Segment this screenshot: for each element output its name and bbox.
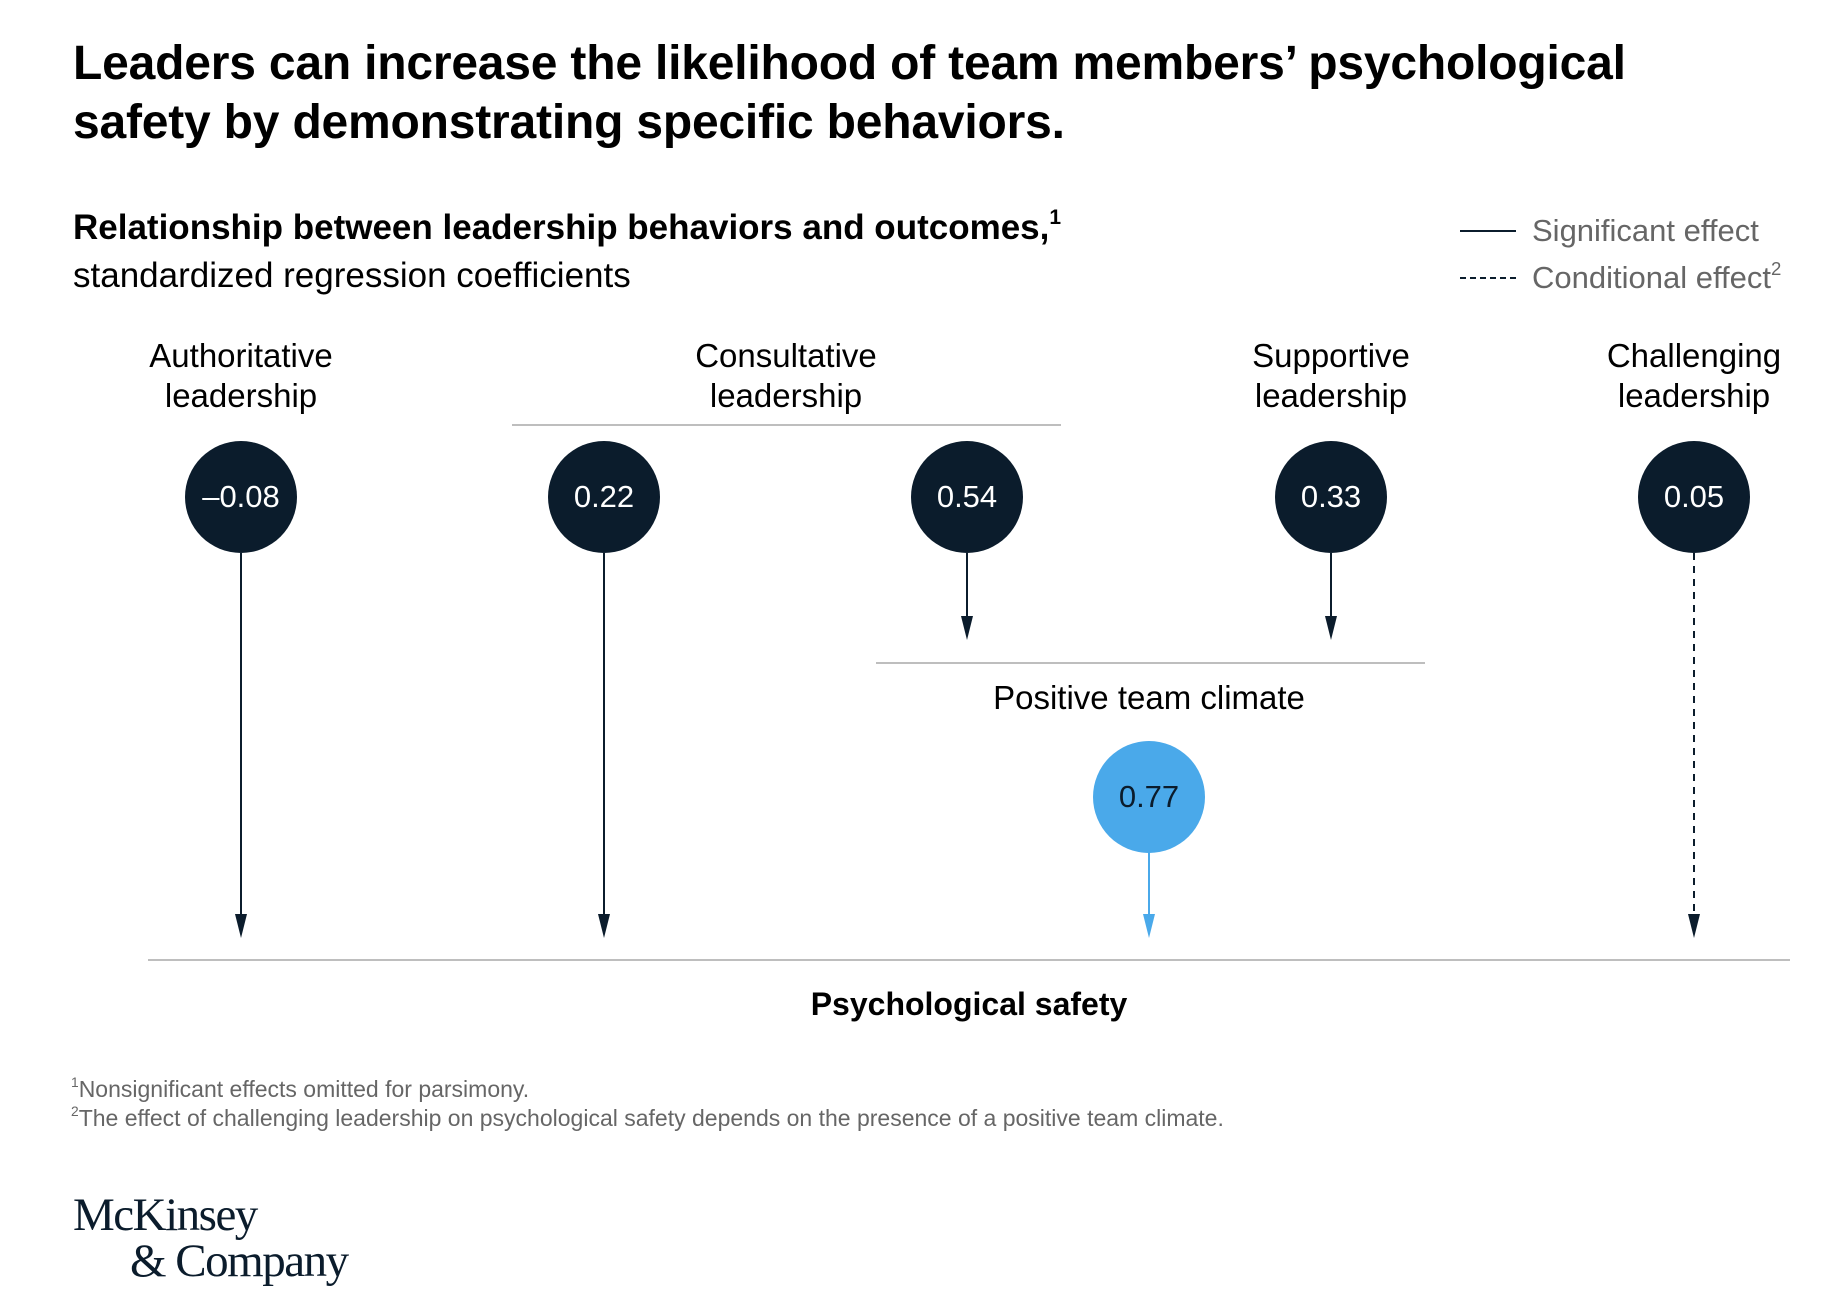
legend-item-conditional: Conditional effect2 <box>1460 258 1781 298</box>
climate-label: Positive team climate <box>993 679 1305 716</box>
group-label-line1: Supportive <box>1252 337 1410 374</box>
coefficient-authoritative: –0.08 <box>202 479 280 514</box>
logo-line1: McKinsey <box>73 1189 258 1241</box>
group-label-line1: Challenging <box>1606 337 1782 374</box>
subtitle-bold-text: Relationship between leadership behavior… <box>73 208 1050 247</box>
chart-subtitle: Relationship between leadership behavior… <box>73 206 1061 250</box>
footnote-mark: 2 <box>71 1104 79 1120</box>
group-label-consultative: Consultative leadership <box>626 336 946 416</box>
arrow-consultative-to-climate <box>961 553 973 640</box>
group-label-line2: leadership <box>1617 377 1771 414</box>
group-label-line2: leadership <box>1254 377 1408 414</box>
footnote-mark: 2 <box>1770 257 1782 279</box>
arrow-authoritative-to-safety <box>235 553 247 938</box>
legend-label-significant: Significant effect <box>1532 213 1759 248</box>
dashed-line-icon <box>1460 277 1516 279</box>
coefficient-consultative-climate: 0.54 <box>936 479 998 514</box>
arrow-supportive-to-climate <box>1325 553 1337 640</box>
group-label-line2: leadership <box>709 377 863 414</box>
group-label-authoritative: Authoritative leadership <box>81 336 401 416</box>
arrow-consultative-to-safety <box>598 553 610 938</box>
chart-subtitle-units: standardized regression coefficients <box>73 256 631 295</box>
coefficient-supportive: 0.33 <box>1300 479 1362 514</box>
solid-line-icon <box>1460 230 1516 232</box>
node-circle-climate <box>1093 741 1205 853</box>
coefficient-climate: 0.77 <box>1118 779 1180 814</box>
footnote-mark: 1 <box>71 1075 79 1091</box>
arrow-climate-to-safety <box>1143 852 1155 938</box>
coefficient-challenging: 0.05 <box>1663 479 1725 514</box>
node-circle-consultative-direct <box>548 441 660 553</box>
footnote-text: Nonsignificant effects omitted for parsi… <box>78 1076 530 1102</box>
node-circle-challenging <box>1638 441 1750 553</box>
mckinsey-logo: McKinsey & Company <box>73 1189 349 1287</box>
group-label-line1: Authoritative <box>149 337 333 374</box>
group-label-challenging: Challenging leadership <box>1534 336 1824 416</box>
logo-line2: & Company <box>130 1235 349 1287</box>
legend-label-conditional: Conditional effect2 <box>1532 257 1782 296</box>
footnote-text: The effect of challenging leadership on … <box>78 1105 1224 1131</box>
footnote-mark: 1 <box>1049 206 1062 230</box>
group-label-line2: leadership <box>164 377 318 414</box>
group-label-line1: Consultative <box>695 337 877 374</box>
footnote-2: 2The effect of challenging leadership on… <box>71 1104 1224 1132</box>
footnote-1: 1Nonsignificant effects omitted for pars… <box>71 1075 529 1103</box>
outcome-label: Psychological safety <box>810 986 1128 1022</box>
legend-item-significant: Significant effect <box>1460 211 1759 251</box>
arrow-challenging-to-safety-dashed <box>1688 553 1700 938</box>
node-circle-authoritative <box>185 441 297 553</box>
group-label-supportive: Supportive leadership <box>1171 336 1491 416</box>
node-circle-supportive <box>1275 441 1387 553</box>
chart-title: Leaders can increase the likelihood of t… <box>73 37 1626 149</box>
coefficient-consultative-direct: 0.22 <box>573 479 635 514</box>
node-circle-consultative-climate <box>911 441 1023 553</box>
legend-label-conditional-text: Conditional effect <box>1532 260 1771 295</box>
